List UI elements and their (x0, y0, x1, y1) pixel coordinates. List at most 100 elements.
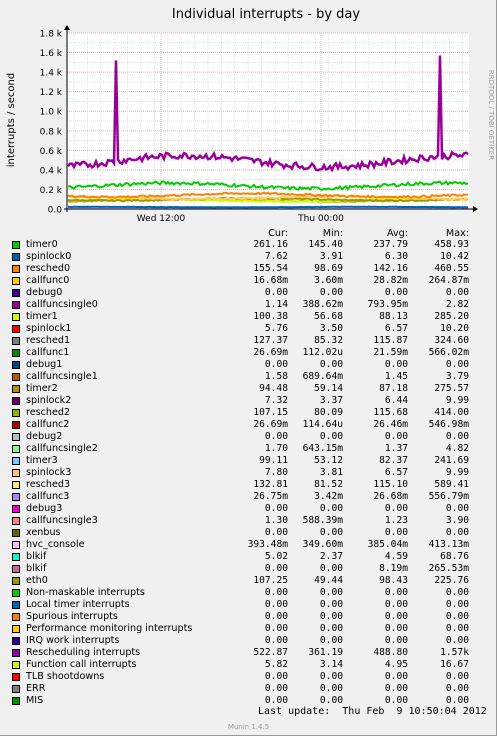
legend-row: eth0 107.25 49.44 98.43 225.76 (0, 575, 497, 587)
legend-series-name: blkif (26, 551, 47, 562)
legend-max-value: 0.00 (445, 503, 469, 514)
legend-series-name: MIS (26, 695, 44, 706)
legend-min-value: 59.14 (314, 383, 343, 394)
legend-min-value: 3.14 (319, 659, 343, 670)
legend-swatch (12, 361, 20, 369)
legend-max-value: 0.00 (445, 683, 469, 694)
legend-min-value: 53.12 (314, 455, 343, 466)
legend-series-name: Non-maskable interrupts (26, 587, 145, 598)
legend-series-name: spinlock3 (26, 467, 72, 478)
legend-series-name: resched1 (26, 335, 71, 346)
legend-swatch (12, 385, 20, 393)
legend-row: timer3 99.11 53.12 82.37 241.69 (0, 455, 497, 467)
y-tick-label: 0.8 k (40, 127, 63, 137)
legend-swatch (12, 661, 20, 669)
x-tick-label: Thu 00:00 (297, 214, 344, 224)
legend-row: callfuncsingle0 1.14 388.62m 793.95m 2.82 (0, 299, 497, 311)
legend-cur-value: 0.00 (264, 623, 288, 634)
legend-max-value: 3.79 (445, 371, 469, 382)
legend-swatch (12, 589, 20, 597)
legend-cur-value: 1.30 (264, 515, 288, 526)
header-avg: Avg: (386, 228, 408, 239)
legend-cur-value: 16.68m (253, 275, 288, 286)
legend-avg-value: 28.82m (373, 275, 408, 286)
y-tick-label: 0.0 (48, 206, 63, 216)
legend-max-value: 0.00 (445, 587, 469, 598)
legend-avg-value: 8.19m (379, 563, 408, 574)
legend-swatch (12, 481, 20, 489)
legend-row: debug0 0.00 0.00 0.00 0.00 (0, 287, 497, 299)
legend-max-value: 324.60 (434, 335, 469, 346)
legend-swatch (12, 421, 20, 429)
legend-max-value: 2.82 (445, 299, 469, 310)
legend-swatch (12, 685, 20, 693)
legend-max-value: 0.00 (445, 623, 469, 634)
legend-swatch (12, 433, 20, 441)
legend-avg-value: 385.04m (367, 539, 408, 550)
legend-avg-value: 0.00 (384, 683, 408, 694)
legend-series-name: debug3 (26, 503, 63, 514)
legend-avg-value: 0.00 (384, 599, 408, 610)
legend-series-name: callfuncsingle0 (26, 299, 98, 310)
legend-row: spinlock1 5.76 3.50 6.57 10.20 (0, 323, 497, 335)
legend-min-value: 98.69 (314, 263, 343, 274)
legend-row: Spurious interrupts 0.00 0.00 0.00 0.00 (0, 611, 497, 623)
legend-avg-value: 142.16 (373, 263, 408, 274)
y-tick-label: 0.6 k (40, 147, 63, 157)
legend-max-value: 414.00 (434, 407, 469, 418)
legend-min-value: 112.02u (302, 347, 343, 358)
legend-row: xenbus 0.00 0.00 0.00 0.00 (0, 527, 497, 539)
legend-max-value: 556.79m (428, 491, 469, 502)
legend-avg-value: 115.68 (373, 407, 408, 418)
legend-max-value: 285.20 (434, 311, 469, 322)
legend-swatch (12, 577, 20, 585)
legend-avg-value: 115.10 (373, 479, 408, 490)
legend-max-value: 0.00 (445, 635, 469, 646)
legend-swatch (12, 469, 20, 477)
legend-max-value: 0.00 (445, 599, 469, 610)
legend-avg-value: 115.87 (373, 335, 408, 346)
legend-min-value: 0.00 (319, 599, 343, 610)
legend-swatch (12, 337, 20, 345)
legend-row: hvc_console 393.48m 349.60m 385.04m 413.13m (0, 539, 497, 551)
legend-min-value: 3.50 (319, 323, 343, 334)
legend-min-value: 3.37 (319, 395, 343, 406)
y-tick-label: 1.6 k (40, 49, 63, 59)
legend-max-value: 16.67 (440, 659, 469, 670)
legend-max-value: 264.87m (428, 275, 469, 286)
legend-avg-value: 6.57 (384, 467, 408, 478)
legend-row: IRQ work interrupts 0.00 0.00 0.00 0.00 (0, 635, 497, 647)
legend-avg-value: 26.68m (373, 491, 408, 502)
series-line (67, 205, 469, 209)
legend-avg-value: 0.00 (384, 431, 408, 442)
legend-row: resched1 127.37 85.32 115.87 324.60 (0, 335, 497, 347)
legend-max-value: 10.42 (440, 251, 469, 262)
legend-row: ERR 0.00 0.00 0.00 0.00 (0, 683, 497, 695)
legend-max-value: 10.20 (440, 323, 469, 334)
x-axis-arrow (473, 206, 478, 212)
legend-max-value: 0.00 (445, 611, 469, 622)
legend-series-name: Spurious interrupts (26, 611, 118, 622)
legend-avg-value: 237.79 (373, 239, 408, 250)
legend-swatch (12, 457, 20, 465)
legend-row: callfuncsingle1 1.58 689.64m 1.45 3.79 (0, 371, 497, 383)
legend-cur-value: 100.38 (253, 311, 288, 322)
legend-min-value: 0.00 (319, 623, 343, 634)
legend-max-value: 9.99 (445, 395, 469, 406)
legend-row: timer2 94.48 59.14 87.18 275.57 (0, 383, 497, 395)
legend-swatch (12, 445, 20, 453)
legend-min-value: 0.00 (319, 503, 343, 514)
legend-series-name: timer3 (26, 455, 58, 466)
legend-row: resched0 155.54 98.69 142.16 460.55 (0, 263, 497, 275)
legend-cur-value: 99.11 (259, 455, 288, 466)
legend-cur-value: 0.00 (264, 563, 288, 574)
series-line (67, 191, 469, 199)
legend-row: blkif 0.00 0.00 8.19m 265.53m (0, 563, 497, 575)
legend-min-value: 3.91 (319, 251, 343, 262)
legend-series-name: Performance monitoring interrupts (26, 623, 193, 634)
legend-swatch (12, 541, 20, 549)
legend-cur-value: 0.00 (264, 503, 288, 514)
legend-max-value: 413.13m (428, 539, 469, 550)
legend-cur-value: 7.62 (264, 251, 288, 262)
legend-series-name: xenbus (26, 527, 61, 538)
